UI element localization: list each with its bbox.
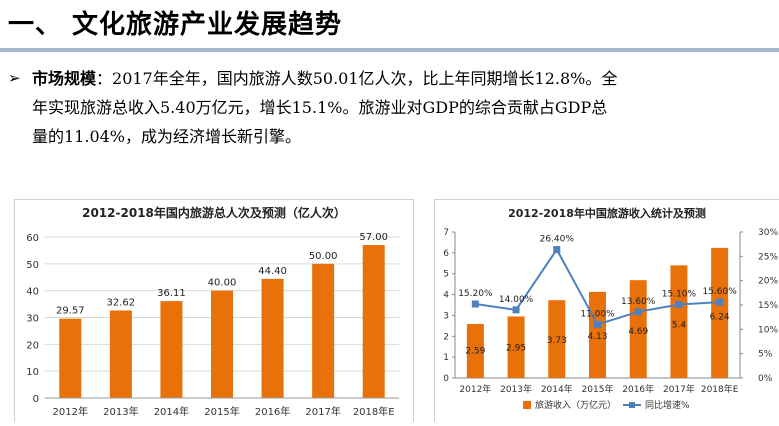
bar [589, 291, 606, 378]
bar [629, 280, 647, 378]
x-tick-label: 2015年 [582, 383, 614, 395]
bar-data-label: 2.95 [506, 343, 526, 353]
legend-line-label: 同比增速% [645, 399, 690, 411]
tourist-visits-chart-svg: 2012-2018年国内旅游总人次及预测（亿人次） 0 10 20 30 40 50 60 29… [26, 205, 399, 418]
summary-label: 市场规模 [32, 69, 97, 88]
x-tick-label: 2017年 [663, 383, 695, 395]
data-label: 40.00 [208, 278, 237, 289]
y-tick-label: 60 [26, 233, 39, 244]
title-underline [0, 48, 779, 52]
line-point [594, 320, 601, 328]
bar [362, 245, 385, 398]
y-tick-label: 40 [26, 287, 39, 298]
page-title: 一、 文化旅游产业发展趋势 [8, 10, 343, 40]
y-tick-label-left: 7 [443, 228, 449, 238]
y-tick-label-right: 0% [758, 374, 773, 384]
x-tick-label: 2013年 [500, 383, 532, 395]
data-label: 44.40 [258, 266, 287, 277]
y-tick-label: 10 [26, 367, 39, 378]
x-tick-label: 2014年 [541, 383, 573, 395]
bar [160, 301, 183, 398]
y-tick-label-right: 5% [758, 350, 773, 360]
bar [109, 310, 132, 398]
data-label: 29.57 [56, 306, 85, 317]
y-tick-label-left: 5 [443, 270, 449, 280]
y-tick-label-right: 15% [758, 301, 778, 311]
bar-data-label: 2.59 [465, 347, 485, 357]
summary-line-1: 市场规模：2017年全年，国内旅游人数50.01亿人次，比上年同期增长12.8%… [32, 69, 617, 88]
x-tick-label: 2012年 [459, 383, 491, 395]
line-point [634, 308, 642, 316]
line-point [512, 306, 520, 314]
bar-data-label: 4.69 [628, 327, 648, 337]
bar [507, 316, 525, 378]
line-data-label: 15.10% [662, 290, 697, 300]
line-data-label: 15.20% [458, 289, 493, 299]
bar-data-label: 3.73 [547, 336, 567, 346]
legend-bar-label: 旅游收入（万亿元） [535, 399, 616, 411]
x-tick-label: 2016年 [622, 383, 654, 395]
y-tick-label: 20 [26, 340, 39, 351]
y-tick-label-right: 20% [758, 277, 778, 287]
line-data-label: 26.40% [540, 235, 575, 245]
y-tick-label-right: 30% [758, 228, 778, 238]
x-tick-label: 2015年 [204, 405, 239, 418]
line-point [553, 246, 561, 254]
tourism-revenue-chart-svg: 2012-2018年中国旅游收入统计及预测 0 1 2 3 4 5 6 7 0% 5% 10% 15% 2… [443, 206, 778, 411]
bar-data-label: 5.4 [672, 320, 687, 330]
line-point [716, 298, 724, 306]
line-data-label: 15.60% [702, 287, 737, 297]
market-summary: ➢ 市场规模：2017年全年，国内旅游人数50.01亿人次，比上年同期增长12.… [8, 64, 772, 151]
line-point [471, 300, 479, 308]
y-tick-label-left: 4 [443, 291, 449, 301]
bar [466, 323, 484, 378]
summary-line-2: 年实现旅游总收入5.40万亿元，增长15.1%。旅游业对GDP的综合贡献占GDP… [32, 98, 608, 117]
y-tick-label-left: 3 [443, 311, 449, 321]
bar [548, 300, 566, 378]
bar-data-label: 4.13 [587, 332, 607, 342]
bar [211, 290, 233, 398]
summary-line-3: 量的11.04%，成为经济增长新引擎。 [32, 127, 302, 146]
tourism-revenue-chart: 2012-2018年中国旅游收入统计及预测 0 1 2 3 4 5 6 7 0% 5% 10% 15% 2… [434, 199, 779, 422]
line-point [675, 301, 683, 309]
bar [59, 318, 82, 398]
x-tick-label: 2012年 [53, 405, 88, 418]
y-tick-label-left: 6 [443, 249, 449, 259]
arrow-bullet-icon: ➢ [8, 69, 21, 87]
data-label: 36.11 [157, 288, 186, 299]
line-data-label: 14.00% [499, 295, 534, 305]
x-tick-label: 2018年E [353, 405, 395, 418]
bar [261, 278, 284, 398]
data-label: 50.00 [309, 251, 338, 262]
bar-data-label: 6.24 [710, 312, 730, 322]
x-tick-label: 2014年 [154, 405, 189, 418]
y-tick-label-left: 1 [443, 353, 449, 363]
bar [711, 247, 729, 378]
y-tick-label-right: 25% [758, 252, 778, 262]
x-tick-label: 2013年 [103, 405, 138, 418]
y-tick-label-left: 2 [443, 332, 449, 342]
y-tick-label-left: 0 [443, 374, 449, 384]
bar [670, 265, 688, 378]
tourist-visits-chart: 2012-2018年国内旅游总人次及预测（亿人次） 0 10 20 30 40 50 60 29… [14, 199, 414, 422]
bar [312, 263, 335, 398]
data-label: 32.62 [107, 297, 136, 308]
y-tick-label-right: 10% [758, 325, 778, 335]
chart-title: 2012-2018年中国旅游收入统计及预测 [508, 206, 706, 220]
x-tick-label: 2016年 [255, 405, 290, 418]
chart-title: 2012-2018年国内旅游总人次及预测（亿人次） [82, 205, 346, 220]
summary-line-1-text: ：2017年全年，国内旅游人数50.01亿人次，比上年同期增长12.8%。全 [96, 69, 618, 88]
line-data-label: 11.00% [580, 309, 615, 319]
y-tick-label: 50 [26, 260, 39, 271]
legend-line-marker [629, 402, 635, 408]
line-data-label: 13.60% [621, 297, 656, 307]
x-tick-label: 2018年E [701, 383, 739, 395]
y-tick-label: 0 [33, 394, 39, 405]
y-tick-label: 30 [26, 314, 39, 325]
data-label: 57.00 [359, 232, 388, 243]
x-tick-label: 2017年 [305, 405, 340, 418]
legend-bar-swatch [523, 401, 531, 409]
